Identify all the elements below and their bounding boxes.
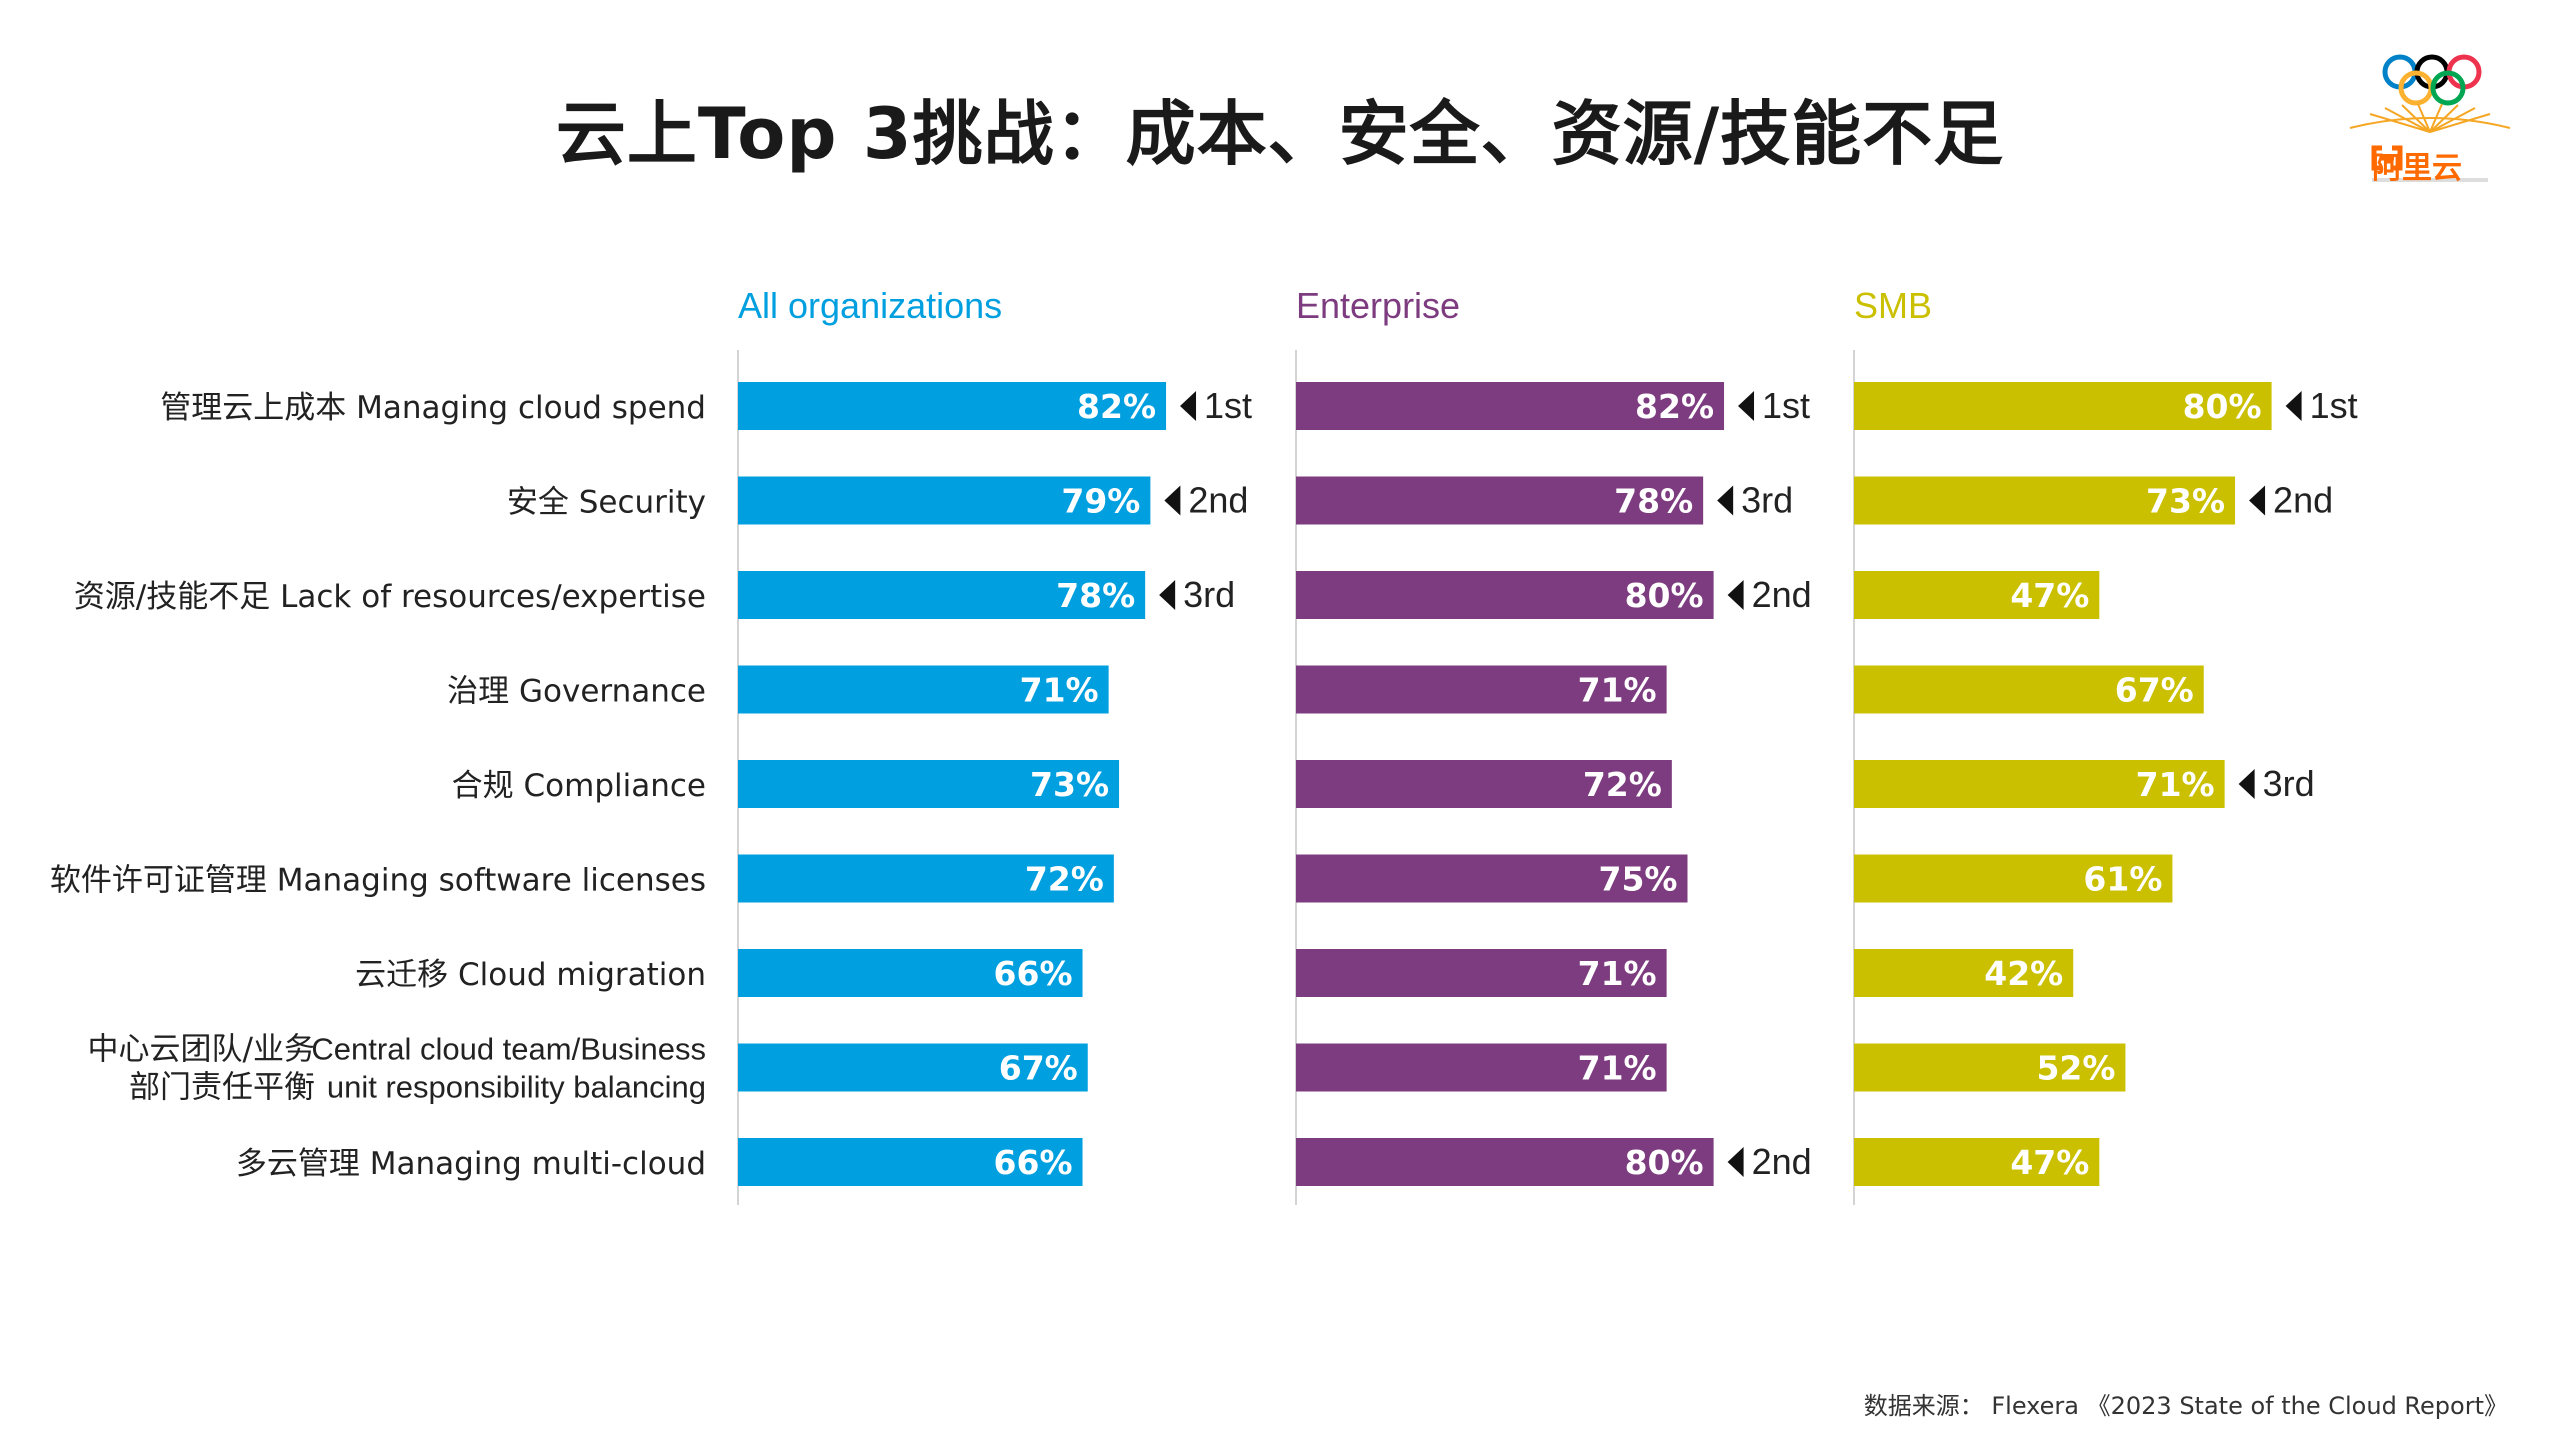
bar-value-label: 80% xyxy=(2183,387,2262,426)
sunburst-lines-icon xyxy=(2349,103,2511,133)
bar xyxy=(738,1138,1083,1186)
category-label: 云迁移 Cloud migration xyxy=(355,957,706,993)
bar xyxy=(738,1043,1088,1092)
bar-value-label: 42% xyxy=(1984,954,2063,993)
bar-value-label: 75% xyxy=(1599,860,1678,899)
bar xyxy=(1296,382,1725,430)
bar xyxy=(1854,382,2272,430)
bar xyxy=(1296,571,1714,619)
bar-value-label: 72% xyxy=(1583,765,1662,804)
bar-value-label: 66% xyxy=(994,1143,1073,1182)
rank-label: 1st xyxy=(2310,385,2358,426)
rank-marker-triangle xyxy=(1717,485,1734,516)
page-title: 云上Top 3挑战：成本、安全、资源/技能不足 xyxy=(555,93,2005,175)
bar-value-label: 61% xyxy=(2083,860,2162,899)
bar-chart: 管理云上成本 Managing cloud spend 安全 Security 资源… xyxy=(50,285,2358,1205)
bar xyxy=(1296,665,1667,714)
bar-value-label: 80% xyxy=(1625,1143,1704,1182)
bar-value-label: 66% xyxy=(994,954,1073,993)
bar-value-label: 79% xyxy=(1061,482,1140,521)
rank-label: 1st xyxy=(1204,385,1252,426)
rank-marker-triangle xyxy=(1180,391,1197,421)
rank-label: 3rd xyxy=(2263,763,2315,804)
category-label: 合规 Compliance xyxy=(452,768,706,804)
rank-marker-triangle xyxy=(1727,580,1744,610)
bar-value-label: 52% xyxy=(2036,1049,2115,1088)
category-label-zh-line: 部门责任平衡 xyxy=(129,1070,315,1106)
bar-value-label: 73% xyxy=(1030,765,1109,804)
bar xyxy=(738,665,1109,714)
rank-marker-triangle xyxy=(1164,485,1181,516)
bar xyxy=(1854,760,2225,808)
category-label-zh-line: 中心云团队/业务 xyxy=(88,1032,315,1068)
bar-value-label: 71% xyxy=(1020,671,1099,710)
aliyun-bracket-icon xyxy=(2371,145,2403,171)
rank-label: 2nd xyxy=(1188,480,1248,521)
bar-value-label: 47% xyxy=(2010,576,2089,615)
rank-label: 1st xyxy=(1762,385,1810,426)
rank-label: 3rd xyxy=(1183,574,1235,615)
bar xyxy=(1296,760,1672,808)
bar-value-label: 67% xyxy=(2115,671,2194,710)
logo-tagline-bar xyxy=(2372,178,2488,182)
rank-marker-triangle xyxy=(1159,580,1176,610)
bar xyxy=(1296,1043,1667,1092)
category-label: 资源/技能不足 Lack of resources/expertise xyxy=(74,579,706,615)
rank-marker-triangle xyxy=(1738,391,1755,421)
bar xyxy=(1854,949,2074,997)
rank-marker-triangle xyxy=(2285,391,2302,421)
rank-label: 2nd xyxy=(2273,480,2333,521)
bar xyxy=(738,571,1146,619)
series-header: Enterprise xyxy=(1296,285,1460,326)
bar xyxy=(1854,1043,2126,1092)
bar-value-label: 80% xyxy=(1625,576,1704,615)
logo-brand-text: 阿里云 xyxy=(2372,151,2462,186)
category-label: 软件许可证管理 Managing software licenses xyxy=(50,863,706,899)
bar xyxy=(1296,1138,1714,1186)
bar-value-label: 72% xyxy=(1025,860,1104,899)
bar xyxy=(738,476,1151,525)
bar xyxy=(1854,665,2204,714)
category-label: 管理云上成本 Managing cloud spend xyxy=(160,390,706,426)
olympic-rings-icon xyxy=(2382,54,2482,106)
bar xyxy=(738,760,1120,808)
series-header: All organizations xyxy=(738,285,1002,326)
category-label: 安全 Security xyxy=(507,485,706,521)
bar-value-label: 82% xyxy=(1635,387,1714,426)
bar-value-label: 47% xyxy=(2010,1143,2089,1182)
bar xyxy=(738,382,1167,430)
bar-value-label: 73% xyxy=(2146,482,2225,521)
category-label-en-line: Central cloud team/Business xyxy=(311,1032,706,1067)
rank-marker-triangle xyxy=(2238,769,2255,799)
bar-value-label: 67% xyxy=(999,1049,1078,1088)
bar xyxy=(738,949,1083,997)
category-label-en-line: unit responsibility balancing xyxy=(327,1070,706,1105)
rank-label: 2nd xyxy=(1752,1141,1812,1182)
bar-value-label: 71% xyxy=(1578,1049,1657,1088)
bar xyxy=(1854,571,2100,619)
bar xyxy=(1854,854,2173,903)
bar-value-label: 71% xyxy=(2136,765,2215,804)
rank-marker-triangle xyxy=(2249,485,2266,516)
bar-value-label: 71% xyxy=(1578,671,1657,710)
rank-label: 3rd xyxy=(1741,480,1793,521)
bar xyxy=(1854,476,2236,525)
data-source-note: 数据来源： Flexera 《2023 State of the Cloud R… xyxy=(1863,1392,2508,1420)
bar xyxy=(1296,854,1688,903)
olympic-rings-logo xyxy=(2349,54,2511,182)
bar-value-label: 78% xyxy=(1614,482,1693,521)
rank-label: 2nd xyxy=(1752,574,1812,615)
bar-value-label: 78% xyxy=(1056,576,1135,615)
bar xyxy=(738,854,1114,903)
series-header: SMB xyxy=(1854,285,1932,326)
olympic-ring-5 xyxy=(2430,70,2466,106)
bar-value-label: 82% xyxy=(1077,387,1156,426)
category-label: 治理 Governance xyxy=(447,674,706,710)
rank-marker-triangle xyxy=(1727,1147,1744,1177)
category-label: 多云管理 Managing multi-cloud xyxy=(236,1146,706,1182)
bar xyxy=(1296,476,1704,525)
bar xyxy=(1296,949,1667,997)
bar xyxy=(1854,1138,2100,1186)
bar-value-label: 71% xyxy=(1578,954,1657,993)
